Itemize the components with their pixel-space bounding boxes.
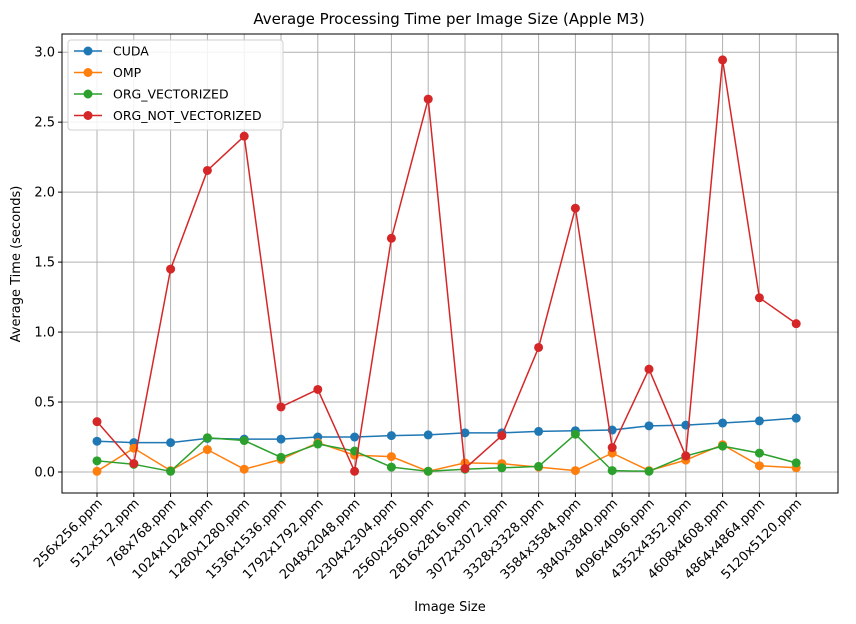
data-point: [607, 443, 617, 453]
data-point: [386, 431, 396, 441]
data-point: [239, 131, 249, 141]
legend-item: OMP: [74, 65, 142, 80]
data-point: [497, 463, 507, 473]
chart-title: Average Processing Time per Image Size (…: [253, 10, 644, 28]
data-point: [92, 466, 102, 476]
data-point: [350, 466, 360, 476]
data-point: [92, 456, 102, 466]
y-tick-label: 1.5: [34, 256, 55, 271]
legend-label: CUDA: [113, 44, 149, 59]
data-point: [166, 438, 176, 448]
data-point: [534, 426, 544, 436]
data-point: [754, 293, 764, 303]
data-point: [791, 319, 801, 329]
data-point: [718, 441, 728, 451]
data-point: [644, 364, 654, 374]
series-line: [96, 59, 797, 473]
legend-box: [67, 39, 284, 131]
y-axis-label: Average Time (seconds): [9, 186, 24, 343]
data-point: [129, 459, 139, 469]
series-org-vectorized: [92, 429, 801, 476]
data-point: [350, 432, 360, 442]
data-point: [166, 466, 176, 476]
data-point: [313, 384, 323, 394]
data-point: [534, 461, 544, 471]
data-point: [497, 431, 507, 441]
data-point: [791, 413, 801, 423]
data-point: [276, 434, 286, 444]
data-point: [644, 421, 654, 431]
data-point: [423, 466, 433, 476]
series-line: [96, 441, 797, 473]
legend-marker: [83, 89, 93, 99]
data-point: [570, 203, 580, 213]
data-point: [460, 464, 470, 474]
data-point: [276, 402, 286, 412]
legend: CUDA OMP ORG_VECTORIZED ORG_NOT_VECTORIZED: [67, 39, 284, 131]
data-point: [202, 445, 212, 455]
y-tick-label: 3.0: [34, 46, 55, 61]
data-point: [718, 418, 728, 428]
data-point: [276, 452, 286, 462]
y-tick-label: 0.0: [34, 466, 55, 481]
data-point: [534, 342, 544, 352]
y-tick-label: 2.0: [34, 186, 55, 201]
data-point: [423, 94, 433, 104]
data-point: [460, 428, 470, 438]
series-line: [96, 433, 797, 473]
data-point: [791, 458, 801, 468]
data-point: [202, 165, 212, 175]
series-line: [96, 417, 797, 444]
data-point: [607, 466, 617, 476]
legend-marker: [83, 68, 93, 77]
legend-label: ORG_NOT_VECTORIZED: [113, 108, 262, 123]
data-point: [570, 429, 580, 439]
legend-item: ORG_VECTORIZED: [74, 87, 229, 102]
legend-label: ORG_VECTORIZED: [113, 87, 229, 102]
legend-item: ORG_NOT_VECTORIZED: [74, 108, 262, 123]
data-point: [386, 233, 396, 243]
legend-marker: [83, 46, 93, 56]
series-org-not-vectorized: [92, 55, 801, 476]
series-cuda: [92, 413, 801, 448]
data-point: [754, 448, 764, 458]
data-point: [239, 464, 249, 474]
data-point: [754, 461, 764, 471]
y-tick-label: 2.5: [34, 116, 55, 131]
data-point: [313, 439, 323, 449]
y-tick-label: 1.0: [34, 326, 55, 341]
data-point: [386, 462, 396, 472]
data-point: [644, 466, 654, 476]
data-point: [681, 451, 691, 461]
data-point: [386, 452, 396, 462]
data-point: [92, 436, 102, 446]
series-layer: [92, 55, 801, 476]
legend-item: CUDA: [74, 44, 149, 59]
x-axis: 256x256.ppm512x512.ppm768x768.ppm1024x10…: [31, 493, 805, 583]
data-point: [202, 433, 212, 443]
data-point: [718, 55, 728, 65]
legend-label: OMP: [113, 65, 142, 80]
plot-frame: [61, 33, 839, 494]
data-point: [239, 436, 249, 446]
data-point: [166, 264, 176, 274]
y-axis: 0.0 0.5 1.0 1.5 2.0 2.5 3.0: [34, 46, 62, 481]
data-point: [423, 430, 433, 440]
legend-marker: [83, 111, 93, 120]
data-point: [754, 416, 764, 426]
data-point: [570, 466, 580, 476]
data-point: [92, 417, 102, 427]
x-axis-label: Image Size: [414, 600, 486, 615]
y-tick-label: 0.5: [34, 396, 55, 411]
